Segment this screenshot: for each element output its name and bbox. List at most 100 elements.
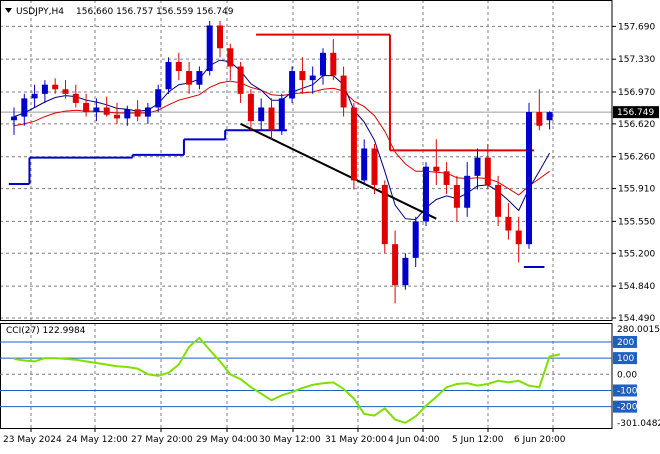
time-tick-label: 24 May 12:00 — [66, 435, 128, 445]
candle-bearish — [114, 114, 120, 119]
cci-panel: 280.0015 200 100 0.00 -100 -200 -301.0482 — [0, 325, 660, 429]
time-axis: 23 May 2024 24 May 12:00 27 May 20:00 29 Ma… — [3, 428, 566, 445]
time-tick-label: 6 Jun 20:00 — [514, 435, 566, 445]
candle-bearish — [83, 102, 90, 113]
cci-level-badge — [613, 352, 637, 365]
candle-bullish — [31, 93, 38, 99]
time-tick-label: 4 Jun 04:00 — [388, 435, 440, 445]
ohlc-values: 156.660 156.757 156.559 156.749 — [76, 7, 234, 17]
cci-level-badge — [613, 400, 637, 413]
candle-bearish — [340, 75, 347, 108]
candle-bullish — [309, 75, 316, 81]
candle-bullish — [11, 116, 17, 121]
price-tick-label: 155.910 — [618, 185, 655, 195]
candle-bullish — [474, 157, 481, 176]
candle-bearish — [484, 157, 491, 185]
time-tick-label: 29 May 04:00 — [196, 435, 258, 445]
cci-tick-label: -301.0482 — [617, 419, 660, 429]
candle-bearish — [536, 112, 543, 126]
current-price-label: 156.749 — [617, 108, 654, 118]
candle-bearish — [62, 89, 69, 94]
time-tick-label: 27 May 20:00 — [131, 435, 193, 445]
cci-tick-label: -200 — [617, 403, 638, 413]
candle-bullish — [278, 98, 285, 131]
candle-bearish — [268, 107, 275, 131]
candle-bullish — [196, 71, 203, 85]
time-tick-label: 31 May 20:00 — [325, 435, 387, 445]
price-panel-frame — [0, 0, 613, 321]
candle-bearish — [371, 148, 378, 185]
price-tick-label: 155.550 — [618, 217, 655, 227]
candle-bullish — [258, 107, 265, 122]
candle-bullish — [41, 84, 48, 94]
candle-bullish — [546, 112, 553, 121]
cci-tick-label: 280.0015 — [617, 325, 660, 335]
chart-header: USDJPY,H4 156.660 156.757 156.559 156.74… — [5, 7, 234, 17]
candle-bullish — [165, 61, 172, 90]
cci-tick-label: -100 — [617, 386, 638, 396]
candle-bullish — [289, 71, 296, 99]
candle-bullish — [144, 107, 151, 117]
time-tick-label: 5 Jun 12:00 — [452, 435, 504, 445]
candle-bearish — [515, 230, 522, 245]
price-tick-label: 154.840 — [618, 282, 655, 292]
candle-bearish — [299, 71, 306, 81]
candle-bearish — [433, 166, 440, 172]
price-tick-label: 157.690 — [618, 22, 655, 32]
price-axis: 157.690 157.330 156.970 156.620 156.260 155.9… — [612, 22, 659, 324]
candle-bullish — [124, 109, 131, 119]
cci-header-label: CCI(27) 122.9984 — [6, 326, 86, 336]
price-tick-label: 154.490 — [618, 314, 655, 324]
candle-bullish — [412, 221, 419, 258]
candle-bullish — [320, 52, 326, 76]
frames — [0, 0, 613, 429]
candle-bearish — [453, 184, 460, 208]
candle-bullish — [423, 166, 429, 222]
candle-bullish — [206, 25, 213, 72]
candle-bearish — [350, 107, 357, 181]
candle-bullish — [21, 98, 28, 117]
collapse-triangle-icon[interactable] — [5, 8, 12, 13]
candle-bullish — [93, 107, 100, 113]
candle-bearish — [505, 216, 512, 231]
cci-line — [13, 336, 561, 424]
cci-level-badge — [613, 335, 637, 348]
candle-bearish — [52, 84, 59, 90]
candle-bearish — [495, 184, 502, 217]
price-tick-label: 156.970 — [618, 88, 655, 98]
candle-bearish — [175, 61, 182, 72]
cci-tick-label: 100 — [617, 354, 634, 364]
grid — [0, 0, 612, 428]
candle-bullish — [361, 148, 368, 181]
cci-level-badge — [613, 384, 637, 397]
candle-bearish — [103, 107, 110, 115]
candle-bullish — [464, 175, 471, 208]
candle-bearish — [443, 171, 450, 185]
candle-bearish — [217, 25, 223, 49]
candle-bearish — [227, 48, 234, 67]
price-tick-label: 157.330 — [618, 55, 655, 65]
trendline — [240, 122, 437, 220]
time-tick-label: 23 May 2024 — [3, 435, 62, 445]
candle-bearish — [237, 66, 244, 94]
cci-tick-label: 0.00 — [617, 370, 637, 380]
cci-tick-label: 200 — [617, 338, 634, 348]
candles — [11, 20, 553, 304]
price-tick-label: 156.620 — [618, 120, 655, 130]
indicator-lines — [0, 33, 612, 268]
candle-bearish — [72, 93, 79, 103]
symbol-label: USDJPY,H4 — [16, 7, 64, 17]
cci-panel-frame — [0, 323, 613, 429]
candle-bearish — [381, 184, 388, 245]
candle-bearish — [186, 71, 193, 85]
candle-bearish — [247, 93, 254, 122]
candle-bullish — [402, 257, 409, 286]
price-tick-label: 156.260 — [618, 153, 655, 163]
time-tick-label: 30 May 12:00 — [259, 435, 321, 445]
price-tick-label: 155.200 — [618, 249, 655, 259]
candle-bearish — [330, 52, 337, 76]
candle-bullish — [526, 112, 532, 245]
candle-bearish — [134, 109, 141, 117]
